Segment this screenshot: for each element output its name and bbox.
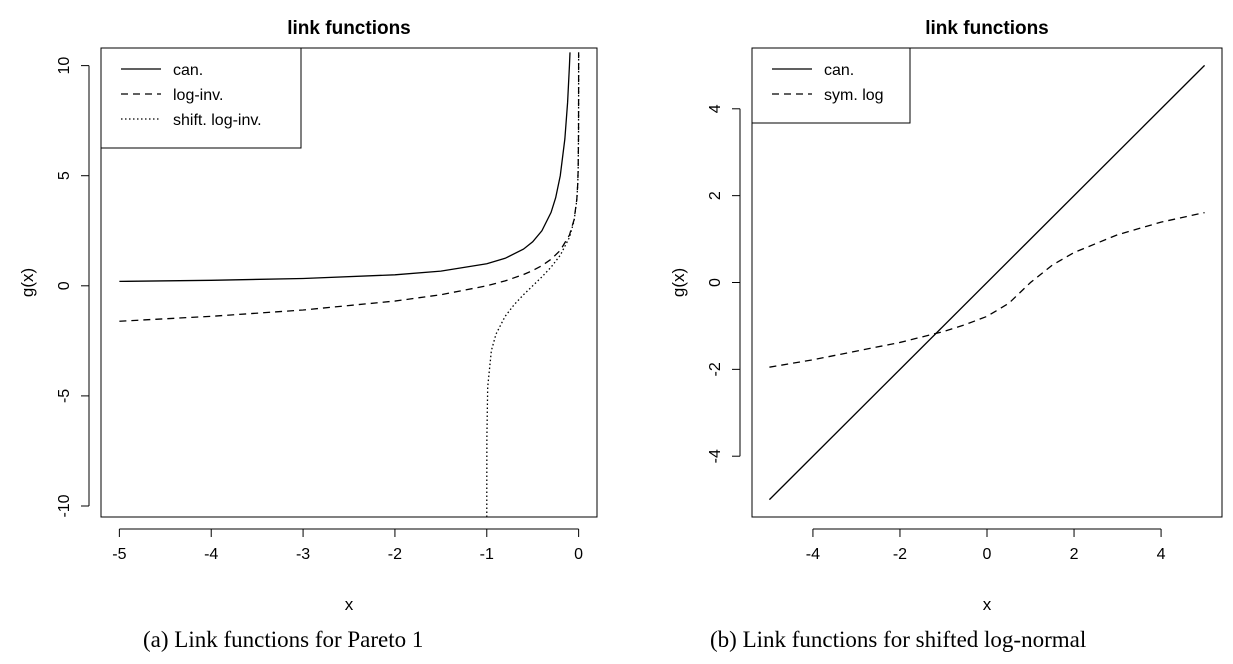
x-tick-label-b-2: 0 [983, 546, 992, 563]
x-axis-label-b: x [983, 595, 992, 614]
x-tick-label-a-4: -1 [480, 546, 494, 563]
x-tick-label-a-5: 0 [574, 546, 583, 563]
x-tick-label-b-3: 2 [1070, 546, 1079, 563]
x-tick-label-b-0: -4 [806, 546, 820, 563]
legend-label-b-0: can. [824, 62, 854, 79]
figure: link functions-5 -4 -3 -2 -1 0x-10-50510g(x)c… [18, 18, 1223, 614]
y-tick-label-a-4: 10 [56, 57, 73, 75]
series-line-b-1 [769, 211, 1205, 368]
chart-title-b: link functions [925, 18, 1049, 39]
legend-label-a-2: shift. log-inv. [173, 112, 262, 129]
legend-box-b [751, 47, 911, 124]
y-tick-label-b-3: 2 [707, 191, 724, 200]
y-tick-label-b-0: -4 [707, 449, 724, 463]
x-tick-label-a-0: -5 [112, 546, 126, 563]
series-line-b-0 [768, 64, 1206, 501]
x-axis-label-a: x [345, 595, 354, 614]
caption-a: (a) Link functions for Pareto 1 [143, 627, 424, 652]
series-line-a-0 [119, 52, 571, 283]
y-tick-label-a-2: 0 [56, 281, 73, 290]
y-tick-label-a-0: -10 [56, 494, 73, 517]
caption-b: (b) Link functions for shifted log-norma… [710, 627, 1087, 652]
x-tick-label-b-1: -2 [893, 546, 907, 563]
legend-label-b-1: sym. log [824, 87, 884, 104]
legend-label-a-0: can. [173, 62, 203, 79]
x-tick-label-a-2: -3 [296, 546, 310, 563]
plot-frame-a [100, 47, 598, 518]
chart-title-a: link functions [287, 18, 411, 39]
y-tick-label-a-3: 5 [56, 171, 73, 180]
x-tick-label-b-4: 4 [1157, 546, 1166, 563]
legend-label-a-1: log-inv. [173, 87, 223, 104]
x-tick-label-a-3: -2 [388, 546, 402, 563]
y-axis-label-b: g(x) [669, 268, 688, 297]
x-tick-label-a-1: -4 [204, 546, 218, 563]
y-axis-label-a: g(x) [18, 268, 37, 297]
y-tick-label-b-1: -2 [707, 362, 724, 376]
y-tick-label-b-2: 0 [707, 278, 724, 287]
legend-box-a [100, 47, 302, 149]
y-tick-label-a-1: -5 [56, 389, 73, 403]
y-tick-label-b-4: 4 [707, 104, 724, 113]
plot-frame-b [751, 47, 1223, 518]
series-line-a-2 [486, 52, 580, 517]
